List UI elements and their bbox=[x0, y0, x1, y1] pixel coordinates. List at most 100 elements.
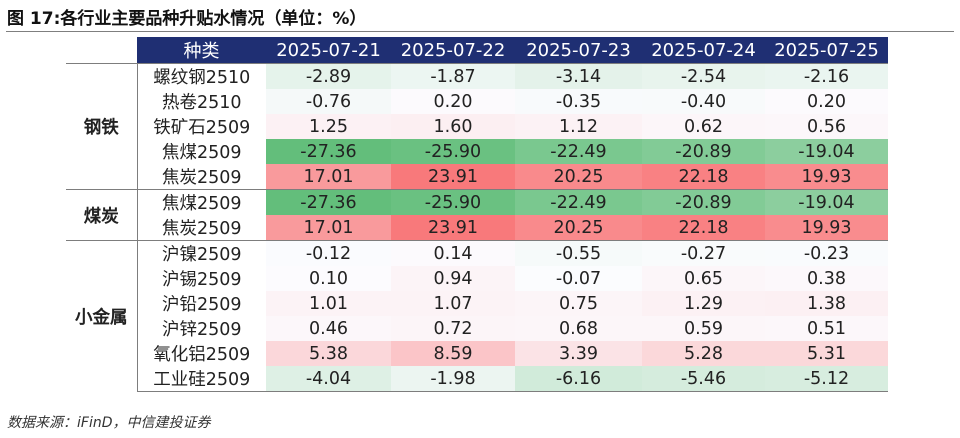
value-cell: 0.20 bbox=[391, 89, 515, 114]
value-cell: -0.12 bbox=[266, 240, 391, 266]
value-cell: 22.18 bbox=[642, 215, 765, 241]
source-note: 数据来源：iFinD，中信建投证券 bbox=[7, 415, 211, 431]
value-cell: 1.60 bbox=[391, 114, 515, 139]
table-row: 钢铁 螺纹钢2510 -2.89 -1.87 -3.14 -2.54 -2.16 bbox=[66, 63, 888, 190]
table-header-row: 种类 2025-07-21 2025-07-22 2025-07-23 2025… bbox=[66, 37, 888, 64]
group-label: 钢铁 bbox=[66, 63, 138, 190]
value-cell: -0.40 bbox=[642, 89, 765, 114]
value-cell: -0.76 bbox=[266, 89, 391, 114]
product-name: 沪锡2509 bbox=[161, 270, 242, 290]
value-cell: 17.01 bbox=[266, 164, 391, 190]
value-cell: -19.04 bbox=[765, 189, 888, 215]
value-cell: 0.94 bbox=[391, 266, 515, 291]
value-cell: 0.65 bbox=[642, 266, 765, 291]
value-cell: -25.90 bbox=[391, 139, 515, 164]
table-row: 沪铅2509 1.01 1.07 0.75 1.29 1.38 bbox=[66, 291, 888, 316]
table-row: 煤炭 焦煤2509 -27.36 -25.90 -22.49 -20.89 -19.04 bbox=[66, 189, 888, 241]
product-name: 焦煤2509 bbox=[161, 143, 242, 163]
group-label: 煤炭 bbox=[66, 189, 138, 241]
value-cell: -27.36 bbox=[266, 189, 391, 215]
value-cell: 0.56 bbox=[765, 114, 888, 139]
table-row: 工业硅2509 -4.04 -1.98 -6.16 -5.46 -5.12 bbox=[66, 366, 888, 392]
value-cell: 0.51 bbox=[765, 316, 888, 341]
product-name: 热卷2510 bbox=[161, 93, 242, 113]
value-cell: 0.10 bbox=[266, 266, 391, 291]
value-cell: 1.12 bbox=[515, 114, 642, 139]
table-row: 焦炭2509 17.01 23.91 20.25 22.18 19.93 bbox=[66, 215, 888, 241]
product-name: 焦炭2509 bbox=[137, 215, 266, 241]
product-name: 沪铅2509 bbox=[161, 295, 242, 315]
value-cell: 23.91 bbox=[391, 215, 515, 241]
product-name: 沪锌2509 bbox=[161, 320, 242, 340]
value-cell: -2.89 bbox=[266, 63, 391, 89]
header-date: 2025-07-21 bbox=[266, 37, 391, 64]
value-cell: -1.98 bbox=[391, 366, 515, 392]
value-cell: 19.93 bbox=[765, 164, 888, 190]
value-cell: 20.25 bbox=[515, 164, 642, 190]
table-row: 焦煤2509 -27.36 -25.90 -22.49 -20.89 -19.04 bbox=[66, 139, 888, 164]
value-cell: -0.55 bbox=[515, 240, 642, 266]
value-cell: 0.14 bbox=[391, 240, 515, 266]
value-cell: -25.90 bbox=[391, 189, 515, 215]
header-blank bbox=[66, 37, 137, 64]
table-row: 铁矿石2509 1.25 1.60 1.12 0.62 0.56 bbox=[66, 114, 888, 139]
value-cell: 0.59 bbox=[642, 316, 765, 341]
value-cell: -20.89 bbox=[642, 139, 765, 164]
title-divider bbox=[6, 31, 954, 32]
value-cell: -5.12 bbox=[765, 366, 888, 392]
value-cell: 0.46 bbox=[266, 316, 391, 341]
value-cell: 0.72 bbox=[391, 316, 515, 341]
table-row: 小金属 沪镍2509 -0.12 0.14 -0.55 -0.27 -0.23 bbox=[66, 240, 888, 392]
table-row: 焦炭2509 17.01 23.91 20.25 22.18 19.93 bbox=[66, 164, 888, 190]
product-name: 氧化铝2509 bbox=[153, 345, 251, 365]
product-name: 焦煤2509 bbox=[137, 189, 266, 215]
product-name: 铁矿石2509 bbox=[153, 118, 251, 138]
product-name: 工业硅2509 bbox=[137, 366, 266, 392]
premium-discount-table: 种类 2025-07-21 2025-07-22 2025-07-23 2025… bbox=[66, 37, 888, 392]
value-cell: 0.20 bbox=[765, 89, 888, 114]
value-cell: -19.04 bbox=[765, 139, 888, 164]
value-cell: -4.04 bbox=[266, 366, 391, 392]
value-cell: 5.38 bbox=[266, 341, 391, 366]
value-cell: 5.31 bbox=[765, 341, 888, 366]
value-cell: 23.91 bbox=[391, 164, 515, 190]
value-cell: -22.49 bbox=[515, 189, 642, 215]
value-cell: 0.62 bbox=[642, 114, 765, 139]
value-cell: 8.59 bbox=[391, 341, 515, 366]
table-row: 热卷2510 -0.76 0.20 -0.35 -0.40 0.20 bbox=[66, 89, 888, 114]
value-cell: 1.25 bbox=[266, 114, 391, 139]
product-name: 焦炭2509 bbox=[137, 164, 266, 190]
value-cell: 5.28 bbox=[642, 341, 765, 366]
value-cell: 0.75 bbox=[515, 291, 642, 316]
figure-title: 图 17:各行业主要品种升贴水情况（单位：%） bbox=[7, 9, 367, 29]
value-cell: -2.16 bbox=[765, 63, 888, 89]
header-date: 2025-07-24 bbox=[642, 37, 765, 64]
group-label: 小金属 bbox=[66, 240, 138, 392]
value-cell: -2.54 bbox=[642, 63, 765, 89]
header-product: 种类 bbox=[137, 37, 266, 64]
value-cell: -20.89 bbox=[642, 189, 765, 215]
value-cell: 3.39 bbox=[515, 341, 642, 366]
value-cell: 17.01 bbox=[266, 215, 391, 241]
table-row: 沪锡2509 0.10 0.94 -0.07 0.65 0.38 bbox=[66, 266, 888, 291]
value-cell: 22.18 bbox=[642, 164, 765, 190]
value-cell: -0.07 bbox=[515, 266, 642, 291]
value-cell: -6.16 bbox=[515, 366, 642, 392]
value-cell: 1.07 bbox=[391, 291, 515, 316]
product-name: 螺纹钢2510 bbox=[137, 63, 266, 89]
value-cell: -0.27 bbox=[642, 240, 765, 266]
value-cell: -0.35 bbox=[515, 89, 642, 114]
header-date: 2025-07-25 bbox=[765, 37, 888, 64]
value-cell: 20.25 bbox=[515, 215, 642, 241]
header-date: 2025-07-23 bbox=[515, 37, 642, 64]
value-cell: 0.38 bbox=[765, 266, 888, 291]
product-name: 沪镍2509 bbox=[137, 240, 266, 266]
table-row: 氧化铝2509 5.38 8.59 3.39 5.28 5.31 bbox=[66, 341, 888, 366]
value-cell: -1.87 bbox=[391, 63, 515, 89]
value-cell: -3.14 bbox=[515, 63, 642, 89]
value-cell: -27.36 bbox=[266, 139, 391, 164]
value-cell: 0.68 bbox=[515, 316, 642, 341]
value-cell: 1.29 bbox=[642, 291, 765, 316]
value-cell: -22.49 bbox=[515, 139, 642, 164]
header-date: 2025-07-22 bbox=[391, 37, 515, 64]
